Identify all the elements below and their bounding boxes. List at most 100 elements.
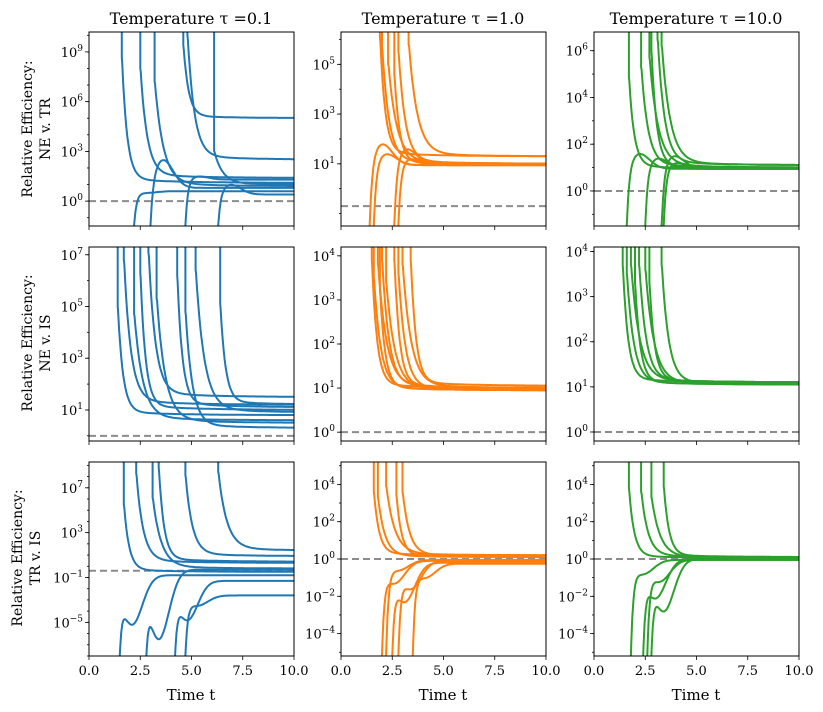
series-group <box>625 32 799 226</box>
x-tick-label: 7.5 <box>232 664 253 679</box>
series-line <box>149 159 294 226</box>
series-line <box>133 247 294 422</box>
series-line <box>157 462 294 563</box>
series-line <box>629 247 799 384</box>
panel-r3-c1: 0.0 2.5 5.0 7.5 10.0 10−5 10−1 103 107 <box>53 461 308 679</box>
x-tick-label: 2.5 <box>635 664 656 679</box>
y-tick-label: 103 <box>313 292 336 309</box>
series-group <box>627 462 799 656</box>
series-line <box>153 32 294 187</box>
y-tick-label: 104 <box>566 89 589 106</box>
series-line <box>660 155 799 226</box>
y-tick-label: 105 <box>313 56 336 73</box>
y-tick-label: 103 <box>61 350 84 367</box>
panel-r3-c2: 0.0 2.5 5.0 7.5 10.0 10−4 10−2 100 102 104 <box>305 461 560 679</box>
y-tick-label: 102 <box>313 514 335 531</box>
row-label-ne-v-is-line1: Relative Efficiency: <box>20 274 36 411</box>
y-tick-label: 100 <box>313 551 336 568</box>
x-tick-label: 5.0 <box>433 664 454 679</box>
series-line <box>638 247 799 384</box>
y-tick-label: 106 <box>566 43 589 60</box>
y-tick-label: 104 <box>313 248 336 265</box>
series-line <box>660 247 799 386</box>
y-tick-label: 103 <box>61 143 84 160</box>
column-titles: Temperature τ =0.1 Temperature τ =1.0 Te… <box>110 9 783 28</box>
series-line <box>219 247 294 405</box>
row-label-ne-v-tr-line1: Relative Efficiency: <box>20 60 36 197</box>
series-line <box>397 158 546 226</box>
y-tick-label: 100 <box>566 424 589 441</box>
series-line <box>217 183 294 226</box>
y-tick-label: 105 <box>61 298 84 315</box>
series-line <box>401 462 546 558</box>
y-tick-label: 101 <box>566 379 588 396</box>
x-axis-label-col2: Time t <box>419 686 468 704</box>
series-line <box>393 32 546 166</box>
series-line <box>401 247 546 389</box>
y-tick-label: 102 <box>566 136 588 153</box>
series-group <box>621 247 799 386</box>
panel-r3-c3: 0.0 2.5 5.0 7.5 10.0 10−4 10−2 100 102 104 <box>558 461 813 679</box>
y-tick-label: 101 <box>313 380 335 397</box>
series-line <box>644 247 799 386</box>
x-tick-label: 0.0 <box>79 664 100 679</box>
series-line <box>385 558 546 656</box>
column-title-tau-1.0: Temperature τ =1.0 <box>362 9 525 28</box>
series-line <box>135 462 294 564</box>
y-tick-label: 10−4 <box>305 626 335 643</box>
panel-frame <box>88 461 295 657</box>
y-tick-label: 104 <box>566 244 589 261</box>
column-title-tau-0.1: Temperature τ =0.1 <box>110 9 273 28</box>
y-tick-label: 10−2 <box>558 588 588 605</box>
x-axis-labels: Time t Time t Time t <box>167 686 721 704</box>
y-tick-label: 100 <box>566 183 589 200</box>
y-tick-label: 10−2 <box>305 588 335 605</box>
series-line <box>381 559 546 656</box>
y-tick-label: 101 <box>313 156 335 173</box>
series-group <box>120 32 294 226</box>
y-tick-label: 100 <box>313 424 336 441</box>
series-line <box>397 559 546 656</box>
x-tick-label: 0.0 <box>331 664 352 679</box>
y-tick-label: 109 <box>61 44 84 61</box>
series-group <box>118 462 294 656</box>
series-line <box>650 558 799 656</box>
series-line <box>391 561 546 656</box>
y-tick-label: 107 <box>61 247 84 264</box>
series-line <box>397 247 546 392</box>
y-tick-label: 10−5 <box>53 614 83 631</box>
y-tick-label: 100 <box>61 193 84 210</box>
series-line <box>145 568 294 656</box>
panel-frame <box>88 31 295 227</box>
row-label-tr-v-is-line1: Relative Efficiency: <box>10 489 26 626</box>
series-line <box>184 175 294 226</box>
series-line <box>174 579 294 656</box>
panel-grid: 1001031061091011031051001021041061011031… <box>53 31 813 679</box>
series-line <box>629 558 799 656</box>
series-line <box>662 162 799 226</box>
y-tick-label: 10−4 <box>558 626 588 643</box>
y-tick-label: 102 <box>566 334 588 351</box>
x-tick-label: 7.5 <box>484 664 505 679</box>
series-line <box>385 462 546 557</box>
series-group <box>116 247 294 429</box>
row-label-ne-v-is-line2: NE v. IS <box>38 314 54 371</box>
y-tick-label: 101 <box>61 402 83 419</box>
panel-r2-c3: 100 101 102 103 104 <box>566 244 800 445</box>
series-line <box>409 247 546 387</box>
x-tick-label: 0.0 <box>584 664 605 679</box>
series-line <box>147 247 294 398</box>
series-line <box>662 462 799 558</box>
y-tick-label: 103 <box>566 289 589 306</box>
series-line <box>120 32 294 184</box>
series-line <box>213 32 294 186</box>
series-line <box>151 462 294 570</box>
series-group <box>368 32 546 226</box>
series-line <box>133 190 294 226</box>
series-line <box>118 574 294 656</box>
series-line <box>139 32 294 179</box>
column-title-tau-10.0: Temperature τ =10.0 <box>610 9 783 28</box>
series-line <box>184 247 294 429</box>
series-line <box>660 32 799 166</box>
